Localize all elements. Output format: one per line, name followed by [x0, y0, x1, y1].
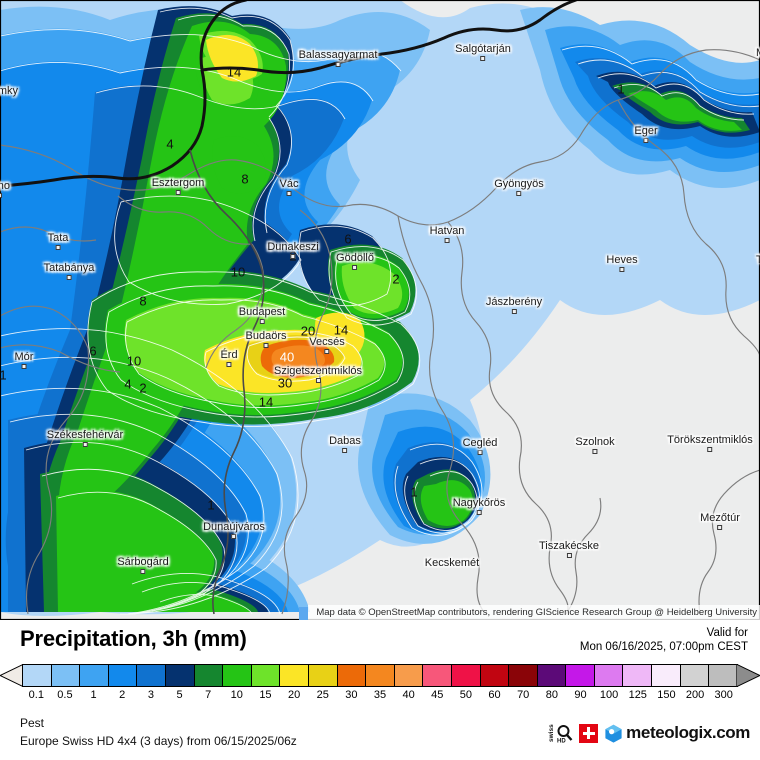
- legend-swatch-150[interactable]: [652, 665, 681, 686]
- precip-band-35: [271, 345, 325, 374]
- legend-tick-3: 3: [147, 689, 154, 701]
- legend-swatch-50[interactable]: [451, 665, 481, 686]
- legend-swatch-125[interactable]: [623, 665, 653, 686]
- legend-cap-low: [0, 664, 24, 687]
- legend-tick-labels: 0.1 0.5 1 2 3 5 7 10 15 20 25 30 35 40 45 50 60 70 80 90 100…: [22, 689, 738, 705]
- legend-swatch-90[interactable]: [566, 665, 595, 686]
- legend-cap-high: [736, 664, 760, 687]
- legend-tick-30: 30: [345, 689, 358, 701]
- legend-swatch-80[interactable]: [537, 665, 567, 686]
- legend-swatch-15[interactable]: [251, 665, 281, 686]
- attribution-text: Map data © OpenStreetMap contributors, r…: [316, 607, 757, 618]
- color-legend[interactable]: 0.1 0.5 1 2 3 5 7 10 15 20 25 30 35 40 45 50 60 70 80 90 100…: [0, 664, 760, 712]
- meteologix-wordmark: meteologix.com: [626, 723, 750, 742]
- legend-swatch-0.1[interactable]: [23, 665, 52, 686]
- legend-tick-40: 40: [402, 689, 415, 701]
- valid-for-value: Mon 06/16/2025, 07:00pm CEST: [579, 641, 748, 653]
- swiss-flag-icon: [579, 723, 599, 743]
- legend-swatch-70[interactable]: [509, 665, 538, 686]
- legend-tick-5: 5: [176, 689, 183, 701]
- legend-tick-10: 10: [230, 689, 243, 701]
- precipitation-raster: [0, 0, 760, 620]
- legend-tick-100: 100: [599, 689, 619, 701]
- legend-swatch-40[interactable]: [394, 665, 424, 686]
- legend-swatch-5[interactable]: [165, 665, 195, 686]
- legend-swatch-45[interactable]: [423, 665, 452, 686]
- swiss-hd-logo: swiss HD: [548, 724, 573, 743]
- legend-tick-45: 45: [431, 689, 444, 701]
- legend-swatch-30[interactable]: [337, 665, 367, 686]
- legend-swatch-0.5[interactable]: [51, 665, 81, 686]
- legend-swatch-2[interactable]: [108, 665, 138, 686]
- legend-tick-7: 7: [205, 689, 212, 701]
- legend-footer: Precipitation, 3h (mm) Valid for Mon 06/…: [0, 620, 760, 760]
- legend-tick-70: 70: [517, 689, 530, 701]
- magnifier-icon: HD: [557, 724, 573, 743]
- legend-swatch-35[interactable]: [366, 665, 395, 686]
- legend-swatch-1[interactable]: [80, 665, 109, 686]
- page-title: Precipitation, 3h (mm): [20, 626, 247, 651]
- valid-for-label: Valid for: [706, 627, 748, 639]
- legend-swatch-20[interactable]: [280, 665, 309, 686]
- legend-tick-50: 50: [459, 689, 473, 701]
- legend-tick-0.1: 0.1: [28, 689, 44, 701]
- legend-tick-200: 200: [685, 689, 705, 701]
- legend-tick-0.5: 0.5: [57, 689, 73, 701]
- contour-lines: [0, 7, 760, 615]
- legend-swatch-3[interactable]: [137, 665, 166, 686]
- legend-tick-35: 35: [373, 689, 387, 701]
- legend-tick-1: 1: [90, 689, 97, 701]
- legend-swatch-100[interactable]: [594, 665, 624, 686]
- danube-river: [189, 149, 265, 615]
- branding[interactable]: swiss HD meteologix.com: [548, 718, 750, 748]
- legend-swatches: [22, 664, 738, 687]
- legend-tick-80: 80: [545, 689, 558, 701]
- legend-swatch-7[interactable]: [194, 665, 224, 686]
- legend-tick-25: 25: [316, 689, 329, 701]
- county-borders: [0, 49, 760, 615]
- legend-tick-150: 150: [657, 689, 676, 701]
- legend-tick-15: 15: [259, 689, 272, 701]
- meteologix-hexagon-icon: [605, 724, 622, 743]
- legend-tick-125: 125: [628, 689, 647, 701]
- legend-tick-300: 300: [714, 689, 733, 701]
- valid-for-block: Valid for Mon 06/16/2025, 07:00pm CEST: [580, 626, 748, 654]
- legend-tick-60: 60: [488, 689, 501, 701]
- meteologix-logo[interactable]: meteologix.com: [604, 723, 750, 743]
- map-attribution: Map data © OpenStreetMap contributors, r…: [299, 605, 760, 620]
- hd-text: HD: [557, 738, 566, 743]
- legend-swatch-300[interactable]: [709, 665, 737, 686]
- legend-swatch-10[interactable]: [223, 665, 252, 686]
- legend-swatch-200[interactable]: [680, 665, 710, 686]
- legend-swatch-25[interactable]: [308, 665, 338, 686]
- legend-tick-20: 20: [287, 689, 301, 701]
- legend-tick-2: 2: [119, 689, 126, 701]
- region-name: Pest: [20, 716, 45, 730]
- attribution-swatch: [299, 607, 309, 620]
- model-run-info: Europe Swiss HD 4x4 (3 days) from 06/15/…: [20, 734, 297, 748]
- legend-tick-90: 90: [574, 689, 587, 701]
- swiss-hd-text: swiss: [548, 724, 556, 742]
- legend-swatch-60[interactable]: [480, 665, 510, 686]
